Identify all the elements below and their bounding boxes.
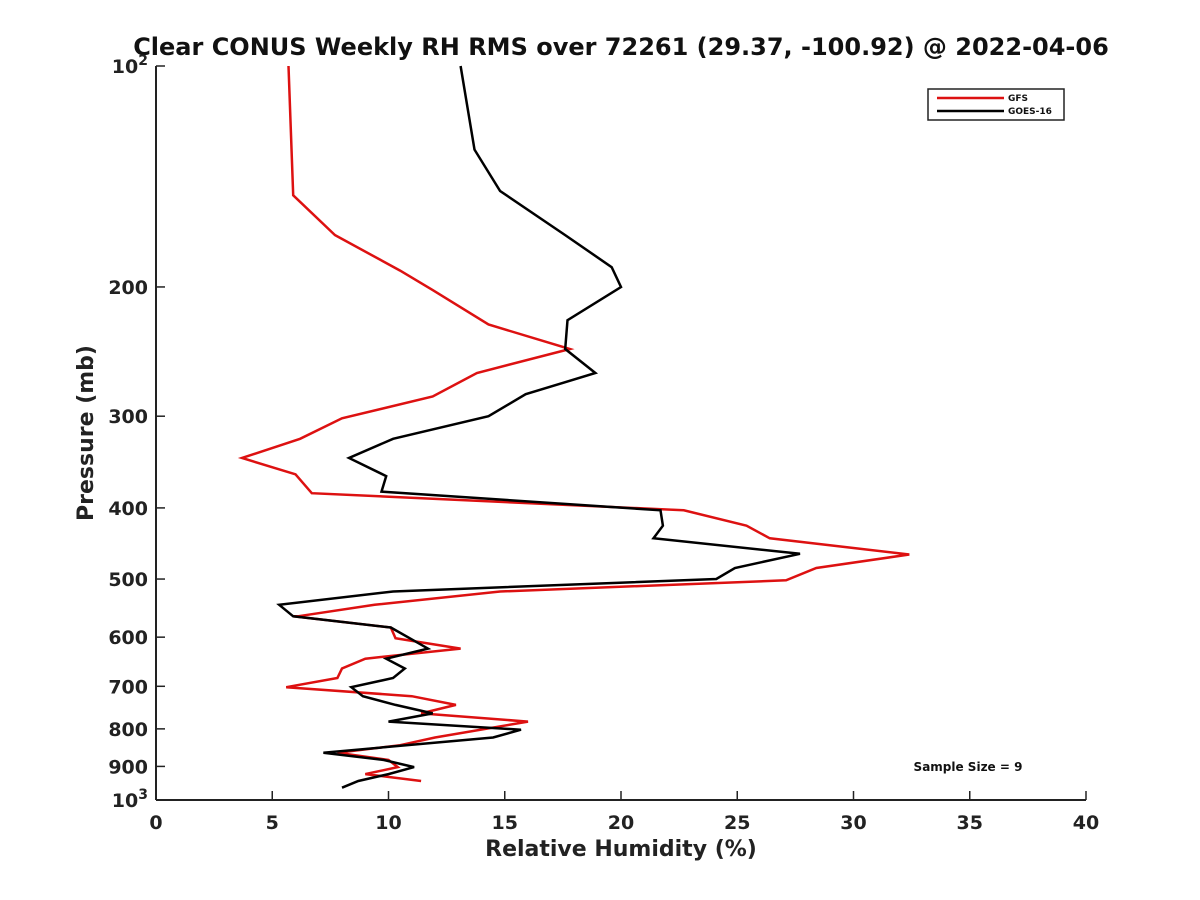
y-tick-label: 300	[108, 406, 148, 428]
x-tick-label: 25	[724, 812, 750, 834]
plot-area: 0 5 10 15 20 25 30 35 40 102 200 300 400 500 600 700 80…	[108, 53, 1099, 834]
x-ticks: 0 5 10 15 20 25 30 35 40	[149, 791, 1099, 834]
x-tick-label: 20	[608, 812, 634, 834]
series-line-gfs	[237, 65, 910, 783]
chart-title: Clear CONUS Weekly RH RMS over 72261 (29…	[133, 33, 1109, 61]
x-tick-label: 0	[149, 812, 162, 834]
y-tick-label: 600	[108, 627, 148, 649]
y-tick-label: 102	[112, 53, 148, 78]
x-tick-label: 5	[266, 812, 279, 834]
legend-label-goes-16: GOES-16	[1008, 107, 1052, 117]
x-axis-label: Relative Humidity (%)	[485, 837, 757, 862]
x-tick-label: 10	[375, 812, 401, 834]
y-tick-label: 200	[108, 277, 148, 299]
x-tick-label: 30	[840, 812, 866, 834]
y-tick-label: 900	[108, 756, 148, 778]
sample-size-annotation: Sample Size = 9	[914, 760, 1023, 774]
legend-label-gfs: GFS	[1008, 94, 1028, 104]
legend: GFS GOES-16	[927, 88, 1065, 121]
x-tick-label: 40	[1073, 812, 1099, 834]
legend-box	[927, 88, 1065, 121]
y-tick-label: 103	[112, 787, 148, 812]
y-axis-label: Pressure (mb)	[74, 345, 99, 521]
series-lines	[237, 65, 910, 789]
y-tick-label: 700	[108, 676, 148, 698]
x-tick-label: 35	[957, 812, 983, 834]
series-line-goes-16	[276, 65, 801, 789]
y-ticks: 102 200 300 400 500 600 700 800 900 103	[108, 53, 165, 812]
y-tick-label: 800	[108, 719, 148, 741]
y-tick-label: 500	[108, 569, 148, 591]
plot-frame	[156, 66, 1086, 800]
x-tick-label: 15	[492, 812, 518, 834]
y-tick-label: 400	[108, 498, 148, 520]
